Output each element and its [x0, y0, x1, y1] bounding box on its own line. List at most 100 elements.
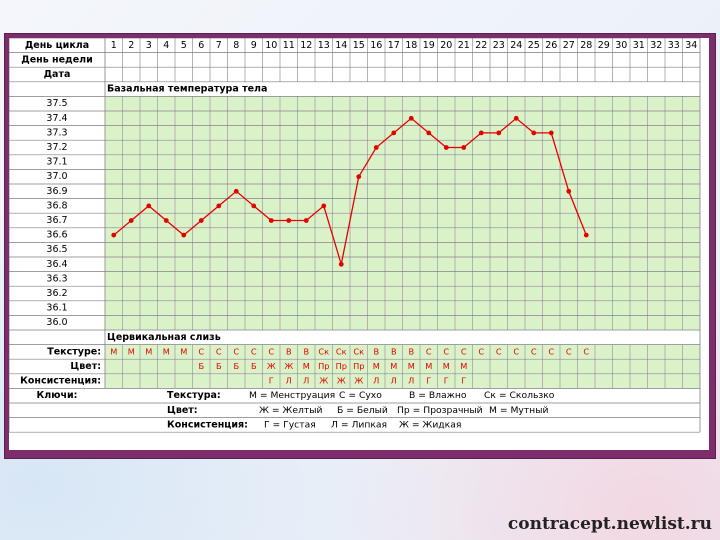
grid-cell: [210, 359, 227, 374]
grid-cell: [158, 242, 175, 257]
grid-cell: [175, 111, 192, 126]
grid-cell: [315, 359, 332, 374]
grid-cell: [508, 345, 525, 359]
grid-cell: [665, 213, 682, 228]
temperature-point: [548, 130, 554, 136]
grid-cell: [263, 272, 280, 286]
grid-cell: [140, 286, 157, 301]
grid-cell: [385, 96, 402, 111]
grid-cell: [420, 169, 437, 184]
grid-cell: [263, 315, 280, 330]
day-number: 26: [545, 40, 557, 51]
texture-value: М: [145, 346, 152, 356]
grid-cell: [280, 111, 297, 126]
grid-cell: [175, 359, 192, 374]
grid-cell: [123, 140, 140, 155]
grid-cell: [630, 359, 647, 374]
grid-cell: [315, 272, 332, 286]
grid-cell: [473, 359, 490, 374]
grid-cell: [123, 199, 140, 213]
grid-cell: [158, 199, 175, 213]
chart-panel: День цикла День недели Дата 1 2 3 4 5 6 7 8 9 10 11 12…: [9, 38, 709, 450]
grid-cell: [543, 315, 560, 330]
grid-cell: [228, 111, 245, 126]
temperature-line: [113, 117, 587, 265]
y-tick-label: 36.7: [46, 215, 67, 226]
grid-cell: [420, 272, 437, 286]
grid-cell: [280, 155, 297, 169]
grid-cell: [210, 169, 227, 184]
grid-cell: [263, 228, 280, 242]
grid-cell: [613, 140, 630, 155]
grid-cell: [420, 345, 437, 359]
grid-cell: [683, 155, 700, 169]
grid-cell: [560, 345, 577, 359]
grid-cell: [263, 184, 280, 199]
temperature-point: [198, 218, 204, 223]
grid-cell: [473, 286, 490, 301]
temperature-point: [268, 218, 274, 223]
grid-cell: [613, 184, 630, 199]
grid-cell: [368, 374, 385, 388]
grid-cell: [595, 155, 612, 169]
grid-cell: [315, 213, 332, 228]
grid-cell: [438, 96, 455, 111]
grid-cell: [683, 140, 700, 155]
grid-cell: [140, 257, 157, 272]
grid-cell: [665, 140, 682, 155]
grid-cell: [298, 140, 315, 155]
grid-cell: [158, 345, 175, 359]
grid-cell: [595, 286, 612, 301]
grid-cell: [140, 242, 157, 257]
day-number: 19: [423, 40, 435, 51]
grid-cell: [385, 111, 402, 126]
grid-cell: [630, 345, 647, 359]
temperature-point: [478, 130, 484, 136]
temperature-point: [286, 218, 292, 223]
grid-cell: [665, 155, 682, 169]
grid-cell: [175, 169, 192, 184]
grid-cell: [315, 345, 332, 359]
temperature-point: [408, 115, 414, 121]
grid-cell: [385, 169, 402, 184]
grid-cell: [350, 257, 367, 272]
grid-cell: [175, 155, 192, 169]
grid-cell: [613, 228, 630, 242]
day-number: 27: [563, 40, 575, 51]
grid-cell: [140, 155, 157, 169]
grid-cell: [298, 126, 315, 140]
grid-cell: [613, 315, 630, 330]
grid-cell: [315, 257, 332, 272]
day-number: 21: [458, 40, 470, 51]
grid-cell: [403, 96, 420, 111]
temperature-point: [216, 203, 222, 209]
grid-cell: [630, 242, 647, 257]
grid-cell: [595, 126, 612, 140]
grid-cell: [280, 199, 297, 213]
grid-cell: [438, 213, 455, 228]
grid-cell: [560, 315, 577, 330]
grid-cell: [665, 301, 682, 315]
grid-cell: [455, 242, 472, 257]
grid-cell: [613, 286, 630, 301]
grid-cell: [158, 359, 175, 374]
grid-cell: [385, 345, 402, 359]
grid-cell: [525, 359, 542, 374]
y-tick-label: 36.6: [46, 230, 67, 241]
consistency-value: Л: [286, 376, 292, 386]
grid-cell: [595, 199, 612, 213]
grid-cell: [228, 359, 245, 374]
grid-cell: [175, 315, 192, 330]
grid-cell: [193, 184, 210, 199]
grid-cell: [595, 301, 612, 315]
grid-cell: [280, 301, 297, 315]
color-value: Б: [251, 361, 257, 371]
grid-cell: [473, 169, 490, 184]
grid-cell: [420, 257, 437, 272]
grid-cell: [490, 315, 507, 330]
grid-cell: [508, 315, 525, 330]
grid-cell: [280, 286, 297, 301]
consistency-value: Л: [303, 376, 309, 386]
grid-cell: [490, 257, 507, 272]
mucus-title: Цервикальная слизь: [107, 332, 221, 343]
